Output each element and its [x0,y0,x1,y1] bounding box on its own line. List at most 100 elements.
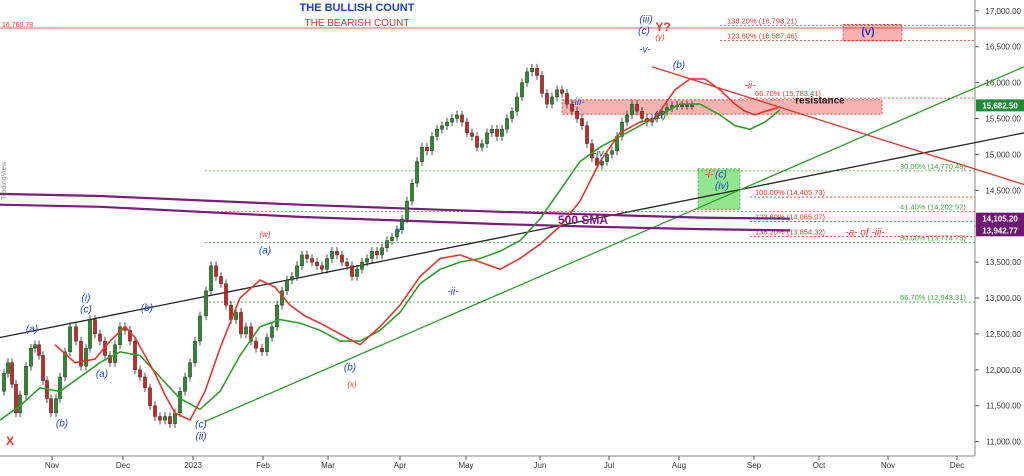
candle-body [560,89,564,94]
candle-body [88,319,92,349]
zone-iv-box [697,168,741,211]
candle-body [244,326,248,335]
wave-label: -ii- [744,80,756,91]
price-tag-box [976,224,1024,237]
x-tick-label: May [458,461,473,470]
candle-body [138,369,142,378]
candle-body [37,344,41,356]
candle-body [455,114,459,119]
y-tick-label: 12,000.00 [985,366,1021,375]
candle-body [239,312,243,335]
wave-label: (b) [141,303,153,314]
x-tick-label: Jul [604,461,614,470]
candle-body [275,304,279,327]
candle-body [535,68,539,76]
candle-body [290,276,294,281]
wave-label: (c) [638,26,650,37]
fib-level-label: 66.70% (12,943.31) [900,293,966,302]
fib-level-label: 41.40% (14,202.92) [900,203,966,212]
candle-body [605,154,609,162]
price-tag-label: 16,760.78 [2,22,33,29]
candle-body [630,103,634,116]
fib-level-label: 138.20% (13,854.32) [755,228,826,237]
fib-level-label: 30.00% (14,770.48) [900,162,966,171]
candle-body [6,362,10,374]
candle-body [143,376,147,388]
candle-body [550,96,554,105]
candle-body [505,118,509,130]
candle-body [480,143,484,148]
y-tick-label: 13,500.00 [985,258,1021,267]
candle-body [118,326,122,345]
candle-body [555,89,559,98]
price-tag-label: 13,942.77 [982,226,1018,235]
candle-body [198,315,202,342]
candle-body [365,258,369,263]
candle-body [320,265,324,270]
trendline-black [0,132,1024,339]
wave-label: (b) [673,60,685,71]
y-tick-label: 11,000.00 [986,438,1022,447]
y-tick-label: 16,000.00 [985,79,1021,88]
x-tick-label: 2023 [184,461,202,470]
wave-label: 500 SMA [558,213,608,227]
candle-body [325,258,329,270]
wave-label: (c) [195,419,207,430]
candle-body [570,103,574,112]
candle-body [84,348,88,367]
candle-body [219,276,223,284]
candle-body [33,344,37,349]
wave-label: (iii) [639,14,652,25]
x-tick-label: Oct [813,461,826,470]
wave-label: (a) [96,369,108,380]
candle-body [2,373,6,392]
candle-body [254,340,258,349]
candle-body [485,132,489,144]
candle-body [68,326,72,353]
candle-body [565,93,569,105]
bearish-count-title: THE BEARISH COUNT [304,18,410,29]
candle-body [168,416,172,424]
candle-body [285,279,289,292]
x-tick-label: Apr [394,461,407,470]
candle-body [335,251,339,256]
wave-label: -iii- [571,97,585,108]
candle-body [470,132,474,137]
wave-label: (a) [26,324,38,335]
y-tick-label: 14,500.00 [985,186,1021,195]
candle-body [163,416,167,421]
candle-body [350,265,354,277]
wave-label: (c) [80,304,92,315]
candle-body [193,340,197,363]
ema-red-line [54,78,779,422]
bullish-count-title: THE BULLISH COUNT [299,2,415,14]
candle-body [525,71,529,83]
watermark: TradingView [1,161,8,200]
x-tick-label: Aug [672,461,686,470]
candle-body [520,82,524,98]
candle-body [680,105,684,107]
candle-body [265,337,269,353]
wave-label: (ii) [195,431,206,442]
candle-body [395,229,399,238]
candle-body [270,326,274,338]
wave-label: Y? [655,20,670,34]
wave-label: (v) [861,26,875,38]
fib-level-label: 138.20% (16,798.21) [727,16,798,25]
candle-body [305,254,309,259]
candle-body [400,218,404,230]
candle-body [370,251,374,259]
price-tag-label: 15,682.50 [982,101,1018,110]
candle-body [315,261,319,266]
candle-body [79,340,83,367]
sma-500-line [0,203,791,232]
x-tick-label: Dec [950,461,964,470]
candle-body [450,118,454,123]
wave-label: (b) [344,363,356,374]
y-tick-label: 16,500.00 [985,43,1021,52]
wave-label: (iv) [715,181,729,192]
candle-body [500,129,504,137]
candle-body [440,125,444,130]
